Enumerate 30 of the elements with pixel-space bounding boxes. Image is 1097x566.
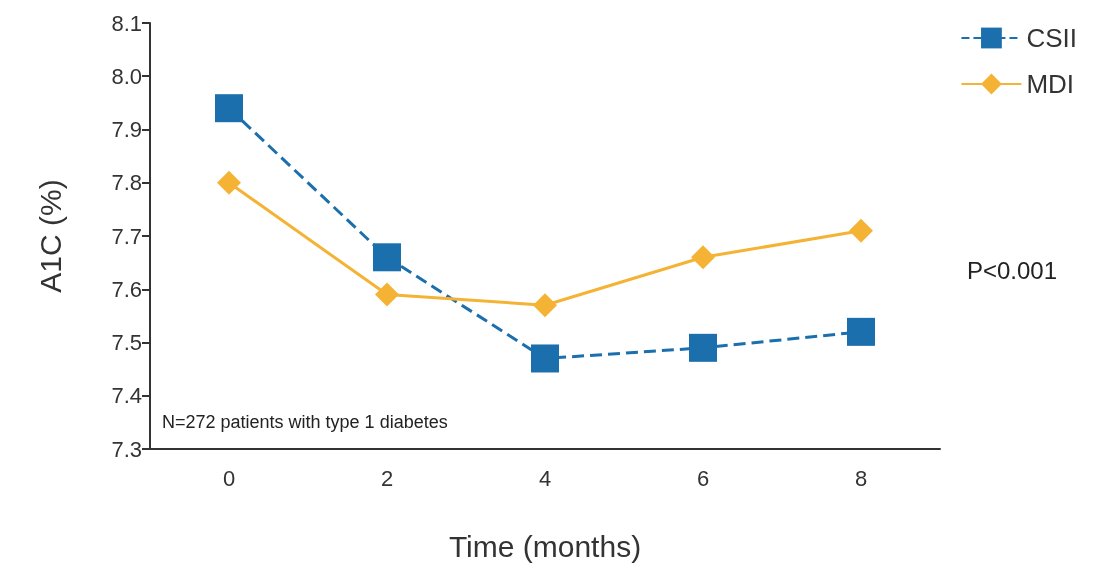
- x-tick-label: 8: [854, 465, 868, 491]
- legend-label: CSII: [1026, 23, 1078, 53]
- y-tick-label: 8.1: [111, 10, 142, 36]
- point: [375, 282, 399, 307]
- y-tick-label: 7.3: [111, 436, 142, 462]
- y-tick-label: 7.6: [111, 276, 142, 302]
- y-axis-title: A1C (%): [33, 179, 67, 293]
- x-tick-label: 4: [538, 465, 552, 491]
- point: [689, 333, 717, 362]
- y-tick-label: 7.9: [111, 117, 142, 142]
- point: [215, 94, 243, 123]
- y-tick-label: 7.4: [111, 383, 142, 409]
- legend-label: MDI: [1026, 69, 1075, 99]
- text: P<0.001: [966, 256, 1058, 284]
- x-tick-label: 2: [380, 465, 394, 491]
- point: [531, 344, 559, 373]
- point: [217, 170, 241, 195]
- y-tick-label: 7.5: [111, 330, 142, 355]
- point: [533, 293, 557, 318]
- point: [847, 317, 875, 346]
- x-axis-title: Time (months): [448, 529, 642, 563]
- point: [691, 245, 715, 270]
- point: [849, 218, 873, 243]
- y-tick-label: 7.8: [111, 170, 142, 196]
- x-tick-label: 0: [222, 465, 236, 491]
- x-tick-label: 6: [696, 465, 710, 491]
- annotation: N=272 patients with type 1 diabetes: [162, 412, 448, 432]
- y-tick-label: 7.7: [111, 223, 142, 249]
- point: [373, 243, 401, 272]
- y-tick-label: 8.0: [111, 63, 142, 89]
